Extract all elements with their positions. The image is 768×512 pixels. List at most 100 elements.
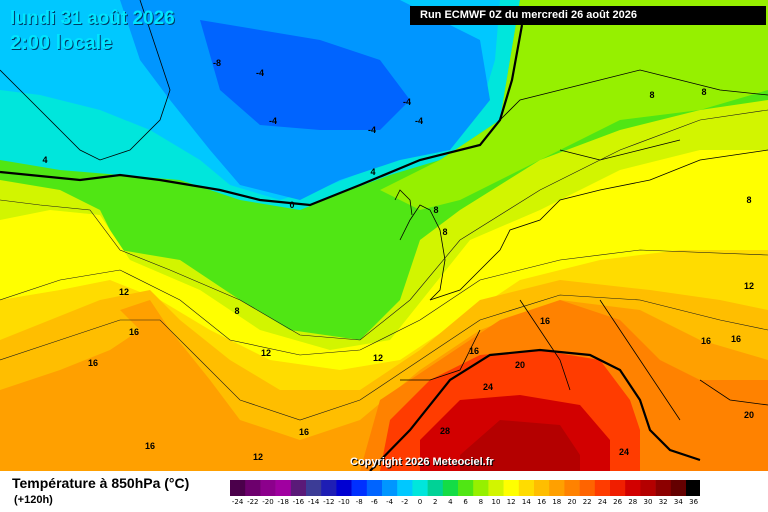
colorbar-swatch bbox=[564, 480, 580, 496]
colorbar-swatch bbox=[336, 480, 352, 496]
colorbar-swatch bbox=[655, 480, 672, 496]
colorbar-swatch bbox=[275, 480, 292, 496]
isotherm-label: 16 bbox=[129, 327, 139, 337]
isotherm-label: 16 bbox=[145, 441, 155, 451]
isotherm-label: -4 bbox=[403, 97, 411, 107]
colorbar bbox=[230, 480, 700, 496]
isotherm-label: 12 bbox=[253, 452, 263, 462]
colorbar-swatch bbox=[290, 480, 307, 496]
colorbar-label: -24 bbox=[231, 498, 244, 506]
isotherm-label: 8 bbox=[234, 306, 239, 316]
colorbar-label: 32 bbox=[658, 498, 668, 506]
colorbar-swatch bbox=[610, 480, 626, 496]
isotherm-label: 16 bbox=[701, 336, 711, 346]
colorbar-label: 26 bbox=[613, 498, 623, 506]
variable-title: Température à 850hPa (°C) bbox=[12, 475, 190, 491]
colorbar-swatch bbox=[321, 480, 337, 496]
colorbar-label: -20 bbox=[262, 498, 274, 506]
colorbar-label: 0 bbox=[417, 498, 423, 506]
colorbar-swatch bbox=[306, 480, 322, 496]
colorbar-label: 36 bbox=[689, 498, 699, 506]
colorbar-label: 20 bbox=[567, 498, 577, 506]
band-lightgreen bbox=[380, 0, 768, 210]
colorbar-swatch bbox=[518, 480, 535, 496]
colorbar-label: 22 bbox=[582, 498, 592, 506]
map-date-title: lundi 31 août 2026 bbox=[10, 8, 175, 29]
colorbar-label: -4 bbox=[386, 498, 394, 506]
colorbar-label: 12 bbox=[506, 498, 516, 506]
isotherm-label: 16 bbox=[540, 316, 550, 326]
colorbar-swatch bbox=[351, 480, 368, 496]
colorbar-swatch bbox=[670, 480, 687, 496]
copyright-notice: Copyright 2026 Meteociel.fr bbox=[350, 456, 494, 468]
legend-panel: Température à 850hPa (°C) (+120h) -24 -2 2… bbox=[0, 471, 768, 512]
colorbar-label: 2 bbox=[432, 498, 438, 506]
colorbar-swatch bbox=[534, 480, 550, 496]
colorbar-label: 4 bbox=[448, 498, 453, 506]
colorbar-swatch bbox=[579, 480, 596, 496]
isotherm-label: 8 bbox=[649, 90, 654, 100]
run-info-banner: Run ECMWF 0Z du mercredi 26 août 2026 bbox=[410, 6, 766, 25]
isotherms-minor bbox=[0, 109, 768, 421]
colorbar-swatch bbox=[640, 480, 656, 496]
map-canvas: -8 -4 -4 -4 -4 -4 0 4 4 8 8 8 8 8 8 12 12 12 12 16 16 16 16 16 1… bbox=[0, 0, 768, 471]
colorbar-swatch bbox=[427, 480, 444, 496]
colorbar-label: 24 bbox=[597, 498, 607, 506]
isotherm-label: 0 bbox=[289, 200, 294, 210]
isotherm-label: 20 bbox=[744, 410, 754, 420]
isotherm-label: 28 bbox=[440, 426, 450, 436]
colorbar-label: 14 bbox=[521, 498, 531, 506]
colorbar-label: -14 bbox=[307, 498, 320, 506]
isotherm-label: 16 bbox=[731, 334, 741, 344]
colorbar-label: 8 bbox=[478, 498, 484, 506]
isotherm-label: 24 bbox=[483, 382, 493, 392]
colorbar-label: -2 bbox=[401, 498, 409, 506]
colorbar-label: -16 bbox=[292, 498, 305, 506]
isotherm-label: 24 bbox=[619, 447, 629, 457]
coastlines bbox=[0, 0, 768, 421]
band-deepblue bbox=[200, 20, 410, 130]
colorbar-swatch bbox=[366, 480, 383, 496]
colorbar-swatch bbox=[458, 480, 474, 496]
colorbar-swatch bbox=[260, 480, 276, 496]
isotherm-label: 12 bbox=[373, 353, 383, 363]
isotherm-label: -8 bbox=[213, 58, 221, 68]
isotherm-label: 8 bbox=[701, 87, 706, 97]
isotherm-label: 16 bbox=[469, 346, 479, 356]
isotherm-label: -4 bbox=[368, 125, 376, 135]
isotherm-label: -4 bbox=[269, 116, 277, 126]
colorbar-swatch bbox=[473, 480, 489, 496]
isotherm-label: 8 bbox=[442, 227, 447, 237]
isotherms-major bbox=[0, 24, 701, 471]
colorbar-swatch bbox=[230, 480, 246, 496]
colorbar-label: 30 bbox=[643, 498, 653, 506]
colorbar-label: 6 bbox=[463, 498, 468, 506]
colorbar-label: -12 bbox=[323, 498, 335, 506]
map-time-title: 2:00 locale bbox=[10, 32, 113, 54]
colorbar-swatch bbox=[594, 480, 611, 496]
isotherm-label: 20 bbox=[515, 360, 525, 370]
colorbar-label: -18 bbox=[277, 498, 289, 506]
colorbar-label: 18 bbox=[552, 498, 562, 506]
lead-time: (+120h) bbox=[14, 494, 53, 506]
isotherm-label: 12 bbox=[744, 281, 754, 291]
isotherm-label: 12 bbox=[261, 348, 271, 358]
colorbar-swatch bbox=[549, 480, 565, 496]
temperature-map: -8 -4 -4 -4 -4 -4 0 4 4 8 8 8 8 8 8 12 12 12 12 16 16 16 16 16 1… bbox=[0, 0, 768, 471]
colorbar-swatch bbox=[488, 480, 504, 496]
colorbar-label: -6 bbox=[370, 498, 378, 506]
colorbar-swatch bbox=[412, 480, 428, 496]
colorbar-label: -8 bbox=[355, 498, 363, 506]
colorbar-label: -10 bbox=[338, 498, 350, 506]
colorbar-swatch bbox=[397, 480, 413, 496]
isotherm-label: 4 bbox=[42, 155, 47, 165]
colorbar-label: 10 bbox=[491, 498, 501, 506]
isotherm-label: -4 bbox=[256, 68, 264, 78]
colorbar-swatch bbox=[625, 480, 641, 496]
isotherm-label: 16 bbox=[88, 358, 98, 368]
colorbar-labels: -24 -22 -20 -18 -16 -14 -12 -10 -8 -6 -4 -2 0 2 4 6 8 10 1… bbox=[230, 498, 706, 510]
colorbar-swatch bbox=[245, 480, 261, 496]
colorbar-swatch bbox=[686, 480, 700, 496]
colorbar-label: 34 bbox=[673, 498, 683, 506]
isotherm-label: 8 bbox=[433, 205, 438, 215]
